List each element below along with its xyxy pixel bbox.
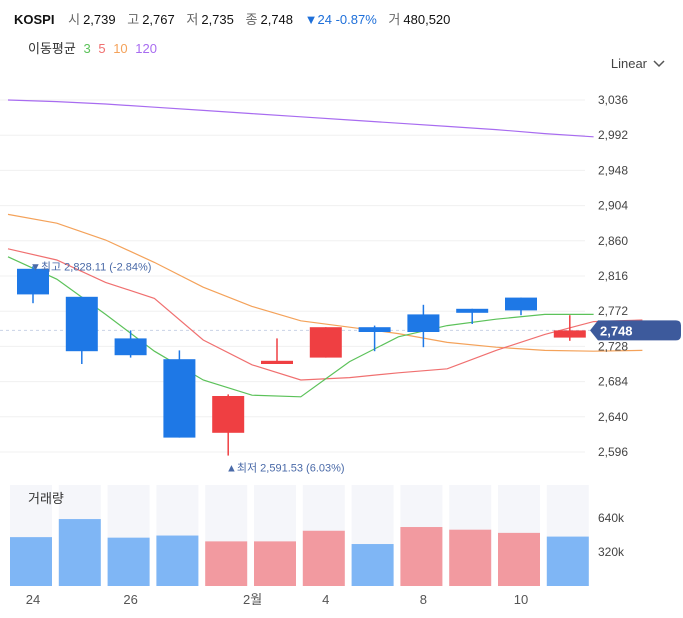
candle-body	[309, 327, 342, 358]
price-tick-label: 3,036	[598, 93, 628, 107]
x-tick-label: 8	[420, 592, 427, 607]
volume-bar	[449, 529, 492, 586]
open-label: 시	[68, 12, 81, 27]
change-value: ▼24 -0.87%	[304, 12, 377, 27]
symbol: KOSPI	[14, 12, 55, 27]
volume-bar	[400, 527, 443, 586]
price-tick-label: 2,992	[598, 128, 628, 142]
chevron-down-icon	[653, 59, 665, 67]
candle-body	[261, 360, 293, 364]
volume-bar	[205, 541, 248, 586]
x-tick-label: 10	[514, 592, 528, 607]
volume-tick-label: 320k	[598, 545, 625, 559]
low-annotation: ▲최저 2,591.53 (6.03%)	[226, 462, 345, 475]
volume-label-header: 거	[388, 12, 401, 27]
candle-body	[456, 308, 489, 313]
last-price-tag	[590, 320, 681, 341]
volume-bar	[302, 530, 345, 586]
price-tick-label: 2,772	[598, 304, 628, 318]
x-tick-label: 24	[26, 592, 40, 607]
price-tick-label: 2,948	[598, 163, 628, 177]
candle-body	[163, 359, 196, 438]
candle-body	[505, 297, 537, 311]
x-tick-label: 26	[123, 592, 137, 607]
high-annotation: ▼최고 2,828.11 (-2.84%)	[30, 260, 151, 273]
last-price-label: 2,748	[600, 323, 633, 338]
ma3-line	[7, 256, 594, 398]
volume-bar	[254, 541, 296, 586]
quote-header: KOSPI 시 2,739 고 2,767 저 2,735 종 2,748 ▼24 -0…	[14, 9, 458, 28]
x-tick-label: 2월	[243, 592, 262, 607]
ma10-line	[7, 213, 643, 352]
price-tick-label: 2,860	[598, 234, 628, 248]
close-value: 2,748	[260, 12, 294, 27]
scale-mode-value: Linear	[610, 56, 647, 71]
volume-bar	[58, 519, 101, 586]
high-value: 2,767	[142, 12, 175, 27]
price-tick-label: 2,684	[598, 375, 628, 389]
candle-body	[17, 268, 49, 295]
low-value: 2,735	[201, 12, 234, 27]
volume-panel-label: 거래량	[28, 491, 64, 506]
price-tick-label: 2,816	[598, 269, 628, 283]
ma5-legend[interactable]: 5	[98, 41, 106, 56]
candle-body	[114, 338, 147, 356]
close-label: 종	[245, 12, 258, 27]
candle-body	[407, 314, 440, 332]
price-tick-label: 2,596	[598, 445, 628, 459]
ma-legend-label: 이동평균	[28, 41, 76, 56]
price-tick-label: 2,640	[598, 410, 628, 424]
volume-bar	[351, 544, 394, 586]
volume-bar	[546, 536, 589, 586]
volume-bar	[156, 535, 199, 586]
volume-value: 480,520	[403, 12, 451, 27]
ma120-line	[7, 99, 594, 138]
ma3-legend[interactable]: 3	[83, 41, 91, 56]
moving-average-legend: 이동평균 3 5 10 120	[28, 38, 161, 57]
high-label: 고	[127, 12, 140, 27]
volume-bar	[107, 537, 150, 586]
volume-tick-label: 640k	[598, 511, 625, 525]
volume-bar	[498, 532, 540, 586]
price-tick-label: 2,904	[598, 199, 628, 213]
candle-body	[553, 330, 586, 338]
candle-body	[212, 396, 245, 433]
price-tick-label: 2,728	[598, 339, 628, 353]
low-label: 저	[186, 12, 199, 27]
candle-body	[358, 327, 391, 332]
x-tick-label: 4	[322, 592, 329, 607]
ma10-legend[interactable]: 10	[113, 41, 128, 56]
candle-body	[65, 296, 98, 352]
volume-bar	[10, 537, 52, 586]
scale-mode-dropdown[interactable]: Linear	[611, 56, 665, 71]
ma120-legend[interactable]: 120	[135, 41, 157, 56]
open-value: 2,739	[83, 12, 116, 27]
